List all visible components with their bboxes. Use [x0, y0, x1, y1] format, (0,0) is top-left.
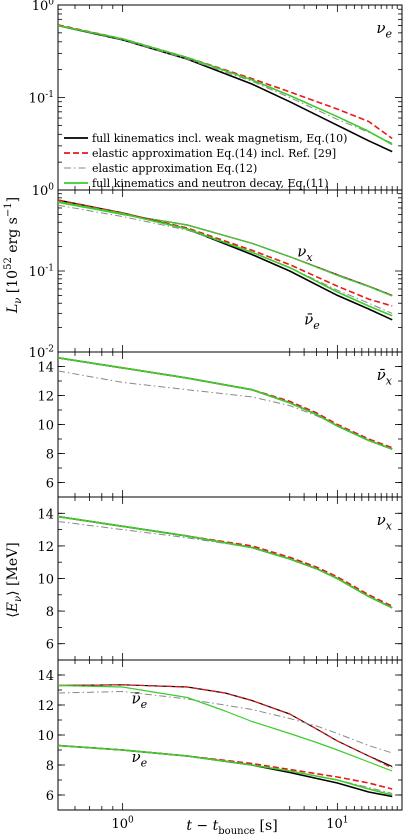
- series-line-anue_elastic14: [58, 199, 393, 307]
- series-line-anue_elastic12: [58, 691, 393, 754]
- y-tick-label: 12: [37, 390, 54, 405]
- series-annotation: ν̄e: [132, 690, 148, 712]
- panel-frame: [57, 351, 403, 498]
- panel-frame: [57, 189, 403, 353]
- panel-label: νe: [376, 19, 392, 41]
- x-tick-label: 100: [111, 816, 134, 832]
- panel-label: ν̄x: [377, 366, 393, 388]
- y-tick-label: 6: [46, 789, 54, 804]
- legend-label: elastic approximation Eq.(12): [92, 162, 257, 175]
- series-line-neutron: [58, 515, 393, 609]
- series-line-nue_neutron: [58, 744, 393, 796]
- legend-label: full kinematics incl. weak magnetism, Eq…: [92, 132, 347, 145]
- y-tick-label: 10-1: [29, 264, 54, 280]
- y-tick-label: 14: [37, 361, 54, 376]
- series-group: [58, 24, 393, 153]
- axis-labels: Lν [1052 erg s−1] ⟨Eν⟩ [MeV] t − tbounce…: [3, 197, 278, 837]
- y-tick-label: 6: [46, 638, 54, 653]
- y-tick-label: 6: [46, 477, 54, 492]
- series-line-nue_full: [58, 744, 393, 798]
- series-line-full: [58, 515, 393, 609]
- series-group: [58, 515, 393, 609]
- y-tick-label: 10-1: [29, 90, 54, 106]
- series-group: [58, 199, 393, 321]
- series-line-anue_elastic14: [58, 684, 393, 769]
- series-line-elastic12: [58, 521, 393, 609]
- panel-5: 6 8 10 12 14 ν̄e νe: [37, 659, 403, 811]
- y-tick-label: 100: [32, 183, 55, 199]
- series-annotation: νe: [132, 748, 148, 770]
- series-annotation: νx: [297, 243, 313, 265]
- y-tick-label: 100: [32, 0, 55, 14]
- series-line-anue_neutron: [58, 684, 393, 772]
- legend-label: full kinematics and neutron decay, Eq.(1…: [92, 177, 329, 190]
- series-line-nux_neutron: [58, 201, 393, 297]
- series-line-full: [58, 357, 393, 450]
- series-line-neutron: [58, 357, 393, 450]
- series-group: [58, 357, 393, 450]
- panel-4: 6 8 10 12 14 νx: [37, 496, 403, 661]
- series-line-anue_neutron: [58, 200, 393, 317]
- series-line-nux_elastic12: [58, 201, 393, 296]
- series-line-anue_full: [58, 684, 393, 768]
- series-line-elastic14: [58, 357, 393, 449]
- y-tick-label: 14: [37, 507, 54, 522]
- y-tick-label: 12: [37, 699, 54, 714]
- series-line-elastic12: [58, 25, 393, 144]
- y-tick-label: 10: [37, 419, 54, 434]
- x-axis-label: t − tbounce [s]: [186, 818, 277, 837]
- panel-frame: [57, 496, 403, 661]
- series-line-elastic14: [58, 515, 393, 607]
- chart-panels: 100 10-1 νe full kinematics incl. weak magn…: [29, 0, 403, 832]
- series-line-elastic12: [58, 370, 393, 450]
- panel-label: νx: [377, 511, 393, 533]
- y-tick-label: 8: [46, 759, 54, 774]
- series-line-nux_elastic14: [58, 200, 393, 296]
- y-axis-label-energy: ⟨Eν⟩ [MeV]: [5, 542, 24, 617]
- series-line-neutron: [58, 24, 393, 146]
- y-tick-label: 12: [37, 540, 54, 555]
- x-tick-label: 101: [326, 816, 348, 832]
- y-tick-label: 10: [37, 729, 54, 744]
- y-axis-label-luminosity: Lν [1052 erg s−1]: [3, 197, 24, 314]
- panel-1: 100 10-1 νe full kinematics incl. weak magn…: [29, 0, 403, 191]
- legend-label: elastic approximation Eq.(14) incl. Ref.…: [92, 147, 336, 160]
- panel-3: 6 8 10 12 14 ν̄x: [37, 351, 403, 498]
- series-group: [58, 684, 393, 798]
- y-tick-label: 10: [37, 573, 54, 588]
- series-annotation: ν̄e: [304, 310, 320, 332]
- y-tick-label: 14: [37, 669, 54, 684]
- series-line-anue_full: [58, 199, 393, 321]
- y-tick-label: 8: [46, 448, 54, 463]
- series-line-nue_elastic12: [58, 745, 393, 794]
- legend: full kinematics incl. weak magnetism, Eq…: [64, 132, 347, 190]
- series-line-nux_full: [58, 201, 393, 296]
- y-tick-label: 8: [46, 605, 54, 620]
- y-tick-label: 10-2: [29, 345, 54, 361]
- panel-2: 100 10-1 10-2 νx ν̄e: [29, 183, 403, 361]
